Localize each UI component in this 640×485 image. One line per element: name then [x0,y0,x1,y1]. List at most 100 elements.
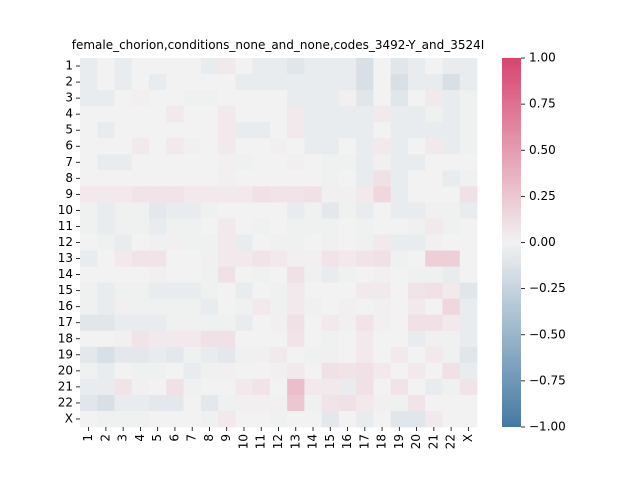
x-tick-label: 13 [288,434,302,449]
heatmap-cell [252,266,271,284]
heatmap-cell [390,394,409,412]
heatmap-cell [338,218,357,235]
heatmap-cell [425,250,443,267]
heatmap-cell [235,298,254,316]
x-tick-label: 5 [150,434,164,442]
heatmap-cell [269,122,288,139]
heatmap-cell [200,266,219,284]
heatmap-cell [442,298,461,316]
heatmap-cell [425,154,443,171]
heatmap-cell [131,362,150,380]
heatmap-cell [218,346,236,364]
heatmap-cell [183,122,202,139]
heatmap-cell [114,154,133,171]
heatmap-cell [80,378,98,396]
heatmap-cell [338,330,357,348]
heatmap-cell [459,394,478,412]
heatmap-cell [218,378,236,396]
heatmap-cell [235,186,254,203]
heatmap-cell [80,186,98,203]
heatmap-cell [321,298,340,316]
x-tick-label: 18 [375,434,389,449]
heatmap-cell [166,58,184,75]
heatmap-cell [459,106,478,123]
heatmap-cell [459,314,478,332]
heatmap-cell [200,122,219,139]
heatmap-cell [459,170,478,187]
heatmap-cell [97,314,115,332]
heatmap-cell [373,90,392,107]
heatmap-cell [459,74,478,91]
heatmap-cell [390,346,409,364]
heatmap-cell [390,314,409,332]
heatmap-cell [373,138,392,155]
heatmap-cell [356,138,374,155]
heatmap-cell [373,330,392,348]
x-tick-label: 7 [185,434,199,442]
heatmap-cell [287,234,305,251]
heatmap-cell [442,314,461,332]
heatmap-cell [287,170,305,187]
heatmap-cell [287,314,305,332]
heatmap-cell [459,298,478,316]
heatmap-cell [252,106,271,123]
heatmap-cell [442,90,461,107]
heatmap-cell [97,58,115,75]
colorbar-tick-label: 0.75 [529,97,556,111]
heatmap-cell [80,250,98,267]
heatmap-cell [218,170,236,187]
heatmap-cell [407,170,426,187]
heatmap-cell [304,122,323,139]
heatmap-cell [131,218,150,235]
heatmap-cell [235,378,254,396]
heatmap-cell [425,330,443,348]
heatmap-cell [373,346,392,364]
heatmap-cell [114,330,133,348]
heatmap-cell [390,58,409,75]
heatmap-cell [218,122,236,139]
heatmap-cell [442,106,461,123]
heatmap-cell [200,362,219,380]
heatmap-cell [131,234,150,251]
heatmap-cell [287,138,305,155]
heatmap-cell [218,106,236,123]
heatmap-cell [287,250,305,267]
x-tick-label: 9 [219,434,233,442]
heatmap-cell [338,106,357,123]
heatmap-cell [114,266,133,284]
heatmap-cell [304,346,323,364]
heatmap-cell [321,378,340,396]
heatmap-cell [459,266,478,284]
heatmap-cell [252,410,271,428]
heatmap-cell [356,330,374,348]
heatmap-cell [321,234,340,251]
heatmap-cell [131,202,150,219]
heatmap-cell [356,298,374,316]
heatmap-cell [131,170,150,187]
heatmap-cell [425,314,443,332]
heatmap-cell [321,410,340,428]
heatmap-cell [321,186,340,203]
heatmap-cell [97,218,115,235]
heatmap-cell [131,298,150,316]
heatmap-cell [97,106,115,123]
heatmap-cell [269,298,288,316]
heatmap-cell [149,154,167,171]
heatmap-cell [235,362,254,380]
y-tick-label: 17 [58,315,73,329]
heatmap-cell [166,218,184,235]
heatmap-cell [425,410,443,428]
heatmap-cell [390,266,409,284]
heatmap-cell [114,74,133,91]
heatmap-cell [97,330,115,348]
heatmap-cell [373,266,392,284]
heatmap-cell [338,122,357,139]
heatmap-cell [269,74,288,91]
heatmap-cell [166,234,184,251]
heatmap-cell [338,234,357,251]
heatmap-cell [149,266,167,284]
heatmap-cell [97,410,115,428]
colorbar [502,58,521,427]
y-tick-label: 1 [65,59,73,73]
heatmap-cell [218,202,236,219]
